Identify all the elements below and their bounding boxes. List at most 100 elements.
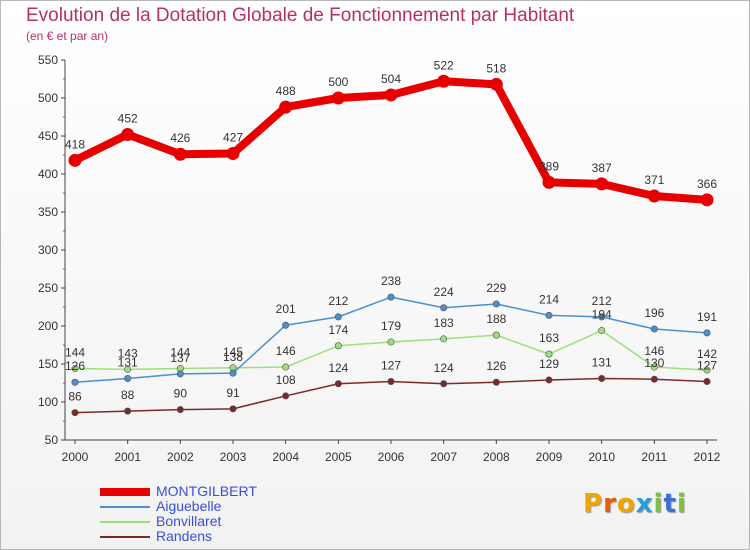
y-tick-label: 100	[38, 395, 58, 409]
data-label: 144	[65, 346, 85, 360]
data-label: 196	[644, 306, 664, 320]
data-label: 194	[592, 308, 612, 322]
x-tick-label: 2008	[483, 450, 510, 464]
data-point	[489, 77, 503, 91]
chart-title: Evolution de la Dotation Globale de Fonc…	[26, 5, 575, 26]
x-tick-label: 2000	[62, 450, 89, 464]
data-label: 137	[170, 351, 190, 365]
data-label: 163	[539, 331, 559, 345]
data-label: 124	[434, 361, 454, 375]
data-point	[598, 313, 606, 321]
data-point	[334, 313, 342, 321]
data-point	[176, 406, 184, 414]
data-label: 145	[223, 345, 243, 359]
data-label: 90	[174, 387, 188, 401]
proxiti-logo: Proxiti	[583, 489, 687, 519]
data-label: 127	[381, 358, 401, 372]
data-label: 138	[223, 350, 243, 364]
data-point	[68, 153, 82, 167]
data-point	[492, 331, 500, 339]
data-point	[387, 338, 395, 346]
data-point	[647, 189, 661, 203]
data-point	[282, 321, 290, 329]
data-point	[71, 378, 79, 386]
x-tick-label: 2001	[114, 450, 141, 464]
data-label: 488	[276, 84, 296, 98]
data-point	[598, 374, 606, 382]
data-label: 427	[223, 130, 243, 144]
data-point	[650, 363, 658, 371]
data-point	[542, 175, 556, 189]
data-label: 129	[539, 357, 559, 371]
legend-item: Bonvillaret	[100, 513, 340, 529]
data-label: 127	[697, 358, 717, 372]
legend-item: Randens	[100, 528, 340, 544]
data-label: 238	[381, 274, 401, 288]
data-label: 144	[170, 346, 190, 360]
x-tick-label: 2006	[378, 450, 405, 464]
data-label: 130	[644, 356, 664, 370]
data-point	[650, 375, 658, 383]
data-label: 124	[328, 361, 348, 375]
data-label: 142	[697, 347, 717, 361]
y-tick-label: 550	[38, 53, 58, 67]
data-label: 131	[118, 355, 138, 369]
data-point	[334, 380, 342, 388]
data-point	[121, 127, 135, 141]
data-label: 183	[434, 316, 454, 330]
data-point	[124, 365, 132, 373]
y-tick-label: 400	[38, 167, 58, 181]
data-point	[703, 366, 711, 374]
data-label: 500	[328, 75, 348, 89]
x-tick-label: 2010	[588, 450, 615, 464]
data-point	[545, 376, 553, 384]
x-tick-label: 2007	[430, 450, 457, 464]
data-point	[387, 377, 395, 385]
y-tick-label: 200	[38, 319, 58, 333]
data-point	[229, 369, 237, 377]
logo-letter: i	[676, 489, 687, 519]
legend-label: Bonvillaret	[156, 513, 222, 529]
logo-letter: P	[583, 489, 604, 519]
logo-letter: i	[653, 489, 664, 519]
logo-letter: o	[616, 489, 636, 519]
x-tick-label: 2011	[641, 450, 667, 464]
data-point	[384, 88, 398, 102]
legend-label: MONTGILBERT	[156, 483, 257, 499]
data-point	[334, 342, 342, 350]
legend-swatch	[100, 521, 150, 523]
y-tick-label: 250	[38, 281, 58, 295]
data-label: 366	[697, 177, 717, 191]
data-label: 91	[226, 386, 240, 400]
data-label: 126	[486, 359, 506, 373]
data-label: 126	[65, 359, 85, 373]
data-label: 224	[434, 285, 454, 299]
data-point	[124, 374, 132, 382]
data-point	[226, 146, 240, 160]
x-tick-label: 2002	[167, 450, 194, 464]
y-tick-label: 350	[38, 205, 58, 219]
data-label: 88	[121, 388, 135, 402]
data-point	[650, 325, 658, 333]
logo-letter: t	[663, 489, 677, 519]
data-point	[598, 327, 606, 335]
data-label: 389	[539, 159, 559, 173]
data-label: 143	[118, 346, 138, 360]
data-point	[545, 350, 553, 358]
data-point	[279, 100, 293, 114]
data-label: 86	[68, 390, 82, 404]
legend-swatch	[100, 536, 150, 538]
legend-label: Aiguebelle	[156, 498, 222, 514]
data-label: 522	[434, 58, 454, 72]
data-point	[331, 91, 345, 105]
x-tick-label: 2012	[694, 450, 721, 464]
legend-item: Aiguebelle	[100, 498, 340, 514]
data-label: 212	[328, 294, 348, 308]
data-label: 131	[592, 355, 612, 369]
data-label: 371	[644, 173, 664, 187]
data-point	[700, 193, 714, 207]
y-tick-label: 50	[45, 433, 59, 447]
data-label: 179	[381, 319, 401, 333]
data-point	[173, 147, 187, 161]
